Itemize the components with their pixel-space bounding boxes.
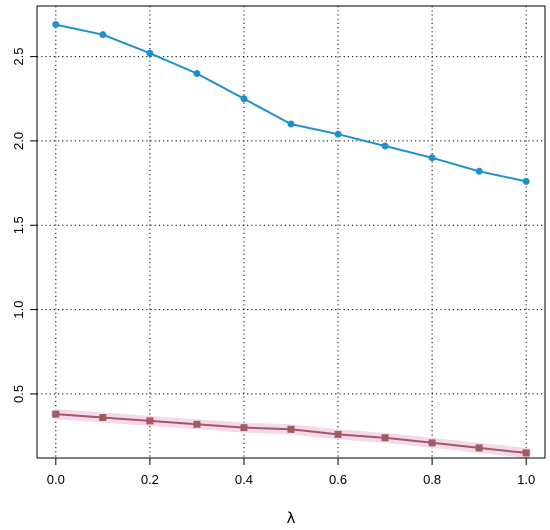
x-tick-label: 0.6 [329,472,347,487]
series-1-point [475,167,483,175]
y-tick-label: 0.5 [11,385,26,403]
series-1-point [193,69,201,77]
series-2-point [146,417,154,425]
series-1-point [522,177,530,185]
series-2-point [99,414,107,422]
series-1-point [240,95,248,103]
series-2-point [381,434,389,442]
series-layer [52,21,530,457]
x-tick-label: 0.2 [141,472,159,487]
series-2-point [334,430,342,438]
y-tick-label: 1.0 [11,301,26,319]
x-axis-title: λ [287,509,296,527]
series-1-point [287,120,295,128]
x-tick-label: 0.0 [47,472,65,487]
series-1-point [428,154,436,162]
y-tick-label: 1.5 [11,216,26,234]
series-1-point [52,21,60,29]
x-tick-label: 0.8 [423,472,441,487]
series-1-point [146,49,154,57]
grid [37,6,545,458]
series-2-point [522,449,530,457]
series-1-point [381,142,389,150]
x-tick-label: 0.4 [235,472,253,487]
series-2-point [475,444,483,452]
series-2-point [240,424,248,432]
x-tick-label: 1.0 [517,472,535,487]
series-2-point [193,420,201,428]
x-axis-ticks: 0.0 0.2 0.4 0.6 0.8 1.0 [47,458,535,487]
y-tick-label: 2.5 [11,48,26,66]
series-2-point [287,425,295,433]
y-tick-label: 2.0 [11,132,26,150]
plot-frame [36,5,546,459]
series-1-point [99,31,107,39]
series-2-point [428,439,436,447]
series-1-point [334,130,342,138]
series-2-point [52,410,60,418]
series-1-line [55,23,527,183]
y-axis-ticks: 0.5 1.0 1.5 2.0 2.5 [11,48,37,403]
